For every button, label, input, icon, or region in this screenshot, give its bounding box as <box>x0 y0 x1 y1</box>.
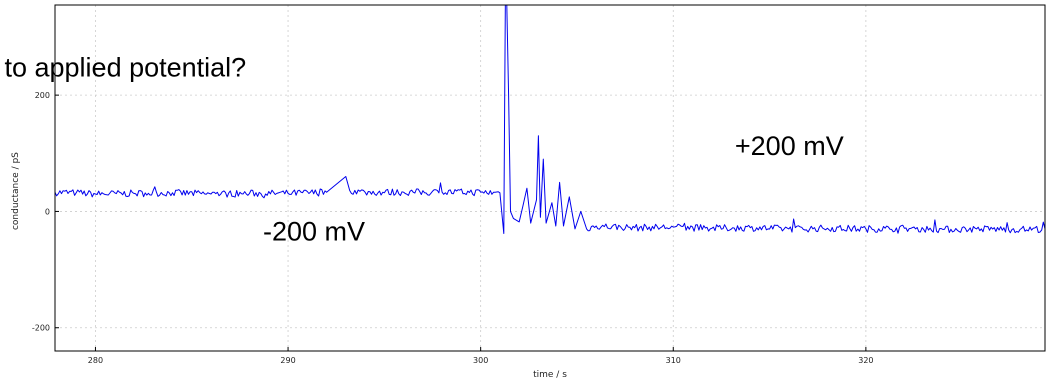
y-tick-label: 0 <box>45 207 50 216</box>
grid-layer <box>55 5 1045 351</box>
x-tick-label: 280 <box>88 356 103 365</box>
tick-layer: 280 290 300 310 320 -200 0 200 <box>32 91 874 365</box>
annotation-label: -200 mV <box>263 217 365 247</box>
x-axis-label: time / s <box>533 370 567 380</box>
conductance-trace <box>55 5 1045 234</box>
annotation-layer: r to applied potential? +200 mV -200 mV <box>0 53 844 247</box>
plot-frame <box>54 4 1046 352</box>
annotation-label: r to applied potential? <box>0 53 246 83</box>
y-axis-label: conductance / pS <box>11 152 21 230</box>
x-tick-label: 320 <box>858 356 873 365</box>
y-tick-label: 200 <box>35 91 50 100</box>
x-tick-label: 290 <box>280 356 295 365</box>
y-tick-label: -200 <box>32 324 50 333</box>
x-tick-label: 310 <box>666 356 681 365</box>
x-tick-label: 300 <box>473 356 488 365</box>
annotation-label: +200 mV <box>735 131 844 161</box>
